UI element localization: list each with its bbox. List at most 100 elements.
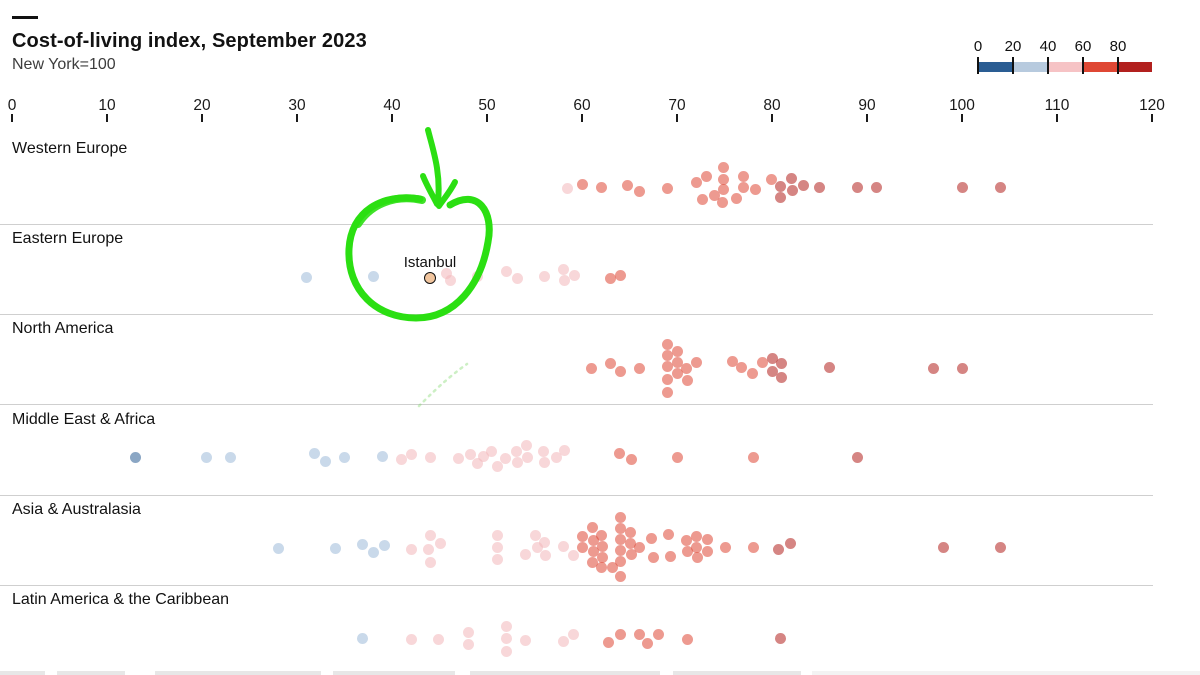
data-point bbox=[500, 632, 512, 644]
data-point bbox=[937, 542, 949, 554]
data-point bbox=[499, 453, 511, 465]
data-point bbox=[559, 274, 571, 286]
data-point bbox=[690, 176, 702, 188]
data-point bbox=[776, 371, 787, 383]
data-point bbox=[719, 542, 731, 554]
data-point bbox=[486, 446, 498, 458]
data-point bbox=[775, 632, 787, 644]
axis-tick-label: 60 bbox=[573, 97, 591, 114]
data-point bbox=[465, 449, 477, 461]
data-point bbox=[994, 181, 1006, 193]
axis-tick-mark bbox=[771, 114, 773, 122]
data-point bbox=[522, 452, 534, 464]
data-point bbox=[339, 452, 350, 464]
axis-tick-label: 100 bbox=[949, 97, 975, 114]
data-point bbox=[605, 272, 616, 284]
arrow-barb-right bbox=[436, 179, 458, 209]
data-point bbox=[697, 193, 709, 205]
axis-tick-label: 20 bbox=[193, 97, 211, 114]
data-point bbox=[531, 542, 543, 554]
data-point bbox=[625, 549, 637, 561]
data-point bbox=[747, 452, 759, 464]
data-point bbox=[500, 645, 512, 657]
data-point bbox=[775, 180, 787, 192]
data-point bbox=[614, 365, 626, 377]
data-point bbox=[692, 552, 704, 564]
data-point bbox=[633, 362, 645, 374]
data-point bbox=[775, 191, 787, 203]
legend-segment bbox=[1012, 62, 1047, 72]
data-point bbox=[540, 550, 552, 562]
data-point bbox=[422, 544, 434, 556]
data-point bbox=[622, 179, 634, 191]
data-point bbox=[624, 527, 636, 539]
highlight-label: Istanbul bbox=[403, 254, 457, 272]
data-point bbox=[750, 183, 762, 195]
data-point bbox=[624, 538, 636, 550]
data-point bbox=[272, 543, 284, 555]
data-point bbox=[614, 512, 626, 524]
data-point bbox=[357, 632, 369, 644]
data-point bbox=[787, 184, 799, 196]
data-point bbox=[731, 192, 743, 204]
bottom-crop-segment bbox=[470, 671, 660, 675]
data-point bbox=[773, 544, 785, 556]
bottom-crop-segment bbox=[333, 671, 455, 675]
data-point bbox=[718, 161, 730, 173]
data-point bbox=[606, 562, 618, 574]
data-point bbox=[956, 181, 968, 193]
axis-tick-mark bbox=[106, 114, 108, 122]
axis-tick-label: 40 bbox=[383, 97, 401, 114]
data-point bbox=[614, 628, 626, 640]
data-point bbox=[396, 454, 407, 466]
highlight-data-point bbox=[423, 271, 436, 284]
data-point bbox=[852, 181, 863, 193]
axis-tick-mark bbox=[581, 114, 583, 122]
data-point bbox=[681, 362, 692, 374]
data-point bbox=[662, 338, 673, 350]
data-point bbox=[736, 361, 748, 373]
data-point bbox=[433, 633, 445, 645]
data-point bbox=[405, 544, 417, 556]
data-point bbox=[550, 452, 562, 464]
data-point bbox=[614, 269, 626, 281]
data-point bbox=[718, 173, 730, 185]
color-scale-legend: 0 20 40 60 80 bbox=[974, 38, 1177, 78]
axis-tick-mark bbox=[486, 114, 488, 122]
data-point bbox=[708, 189, 720, 201]
data-point bbox=[562, 182, 574, 194]
legend-segment bbox=[1117, 62, 1152, 72]
data-point bbox=[586, 522, 598, 534]
row-separator bbox=[0, 314, 1153, 316]
data-point bbox=[615, 571, 627, 583]
data-point bbox=[662, 386, 673, 398]
data-point bbox=[225, 452, 236, 464]
data-point bbox=[615, 523, 627, 535]
data-point bbox=[453, 453, 464, 465]
data-point bbox=[738, 181, 749, 193]
data-point bbox=[871, 181, 882, 193]
data-point bbox=[613, 448, 625, 460]
row-separator bbox=[0, 224, 1153, 225]
data-point bbox=[472, 458, 483, 470]
legend-tick-label: 20 bbox=[1004, 38, 1022, 55]
data-point bbox=[671, 345, 683, 357]
data-point bbox=[595, 562, 607, 574]
data-point bbox=[491, 554, 503, 566]
data-point bbox=[681, 546, 693, 558]
data-point bbox=[587, 546, 599, 558]
data-point bbox=[647, 552, 659, 564]
legend-tick-mark bbox=[1117, 57, 1119, 74]
data-point bbox=[672, 356, 684, 368]
data-point bbox=[852, 452, 863, 464]
data-point bbox=[557, 635, 569, 647]
arrow-barb-left bbox=[420, 173, 440, 207]
data-point bbox=[424, 530, 436, 542]
data-point bbox=[664, 551, 676, 563]
data-point bbox=[662, 373, 673, 385]
data-point bbox=[424, 452, 436, 464]
legend-tick-mark bbox=[1047, 57, 1049, 74]
row-separator bbox=[0, 404, 1153, 406]
legend-segment bbox=[1082, 62, 1117, 72]
data-point bbox=[784, 538, 796, 550]
